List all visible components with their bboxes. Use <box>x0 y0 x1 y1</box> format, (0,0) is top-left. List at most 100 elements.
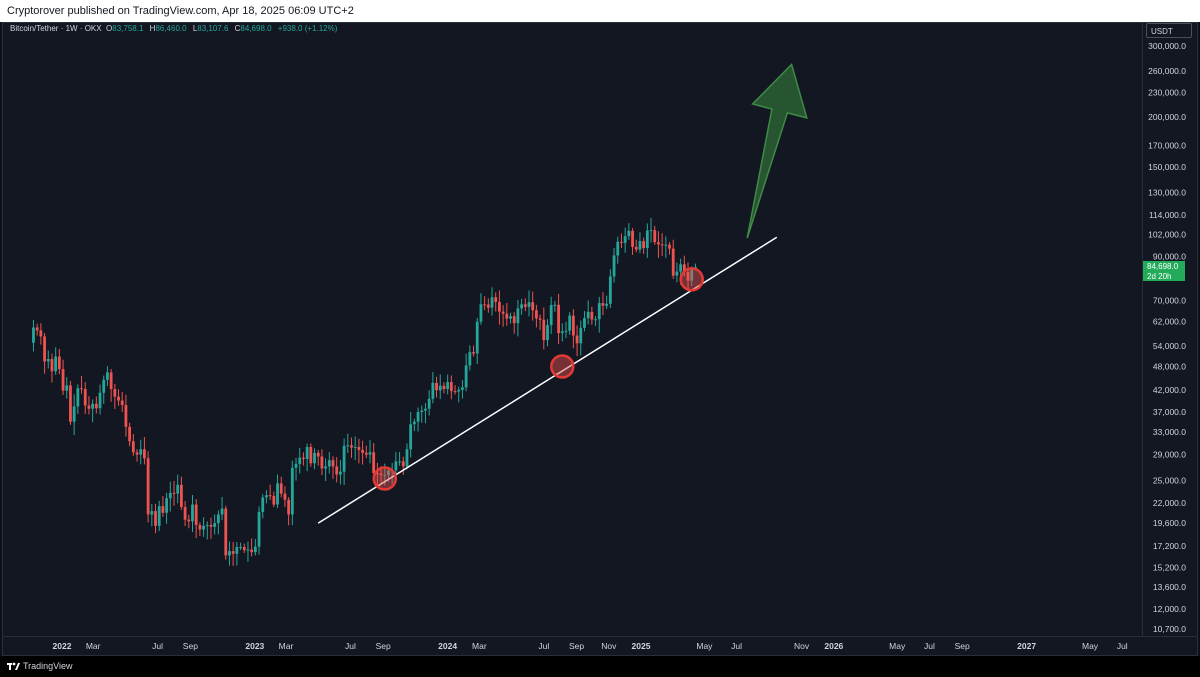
candle-body <box>605 303 609 306</box>
candle-body <box>298 457 302 464</box>
candle-body <box>261 497 265 512</box>
high-label: H <box>149 24 156 33</box>
candle <box>453 385 457 395</box>
candle <box>431 371 435 404</box>
candle <box>401 456 405 475</box>
price-tick-label: 19,600.0 <box>1153 518 1186 528</box>
candle <box>616 236 620 264</box>
time-tick-label: 2027 <box>1017 641 1036 651</box>
candle-body <box>32 327 35 343</box>
candle-body <box>398 461 401 463</box>
time-tick-label: Mar <box>472 641 487 651</box>
candle-body <box>427 398 431 409</box>
price-tick-label: 150,000.0 <box>1148 162 1186 172</box>
candle <box>57 348 61 375</box>
candle <box>660 233 664 256</box>
candle <box>368 439 372 464</box>
candle-body <box>69 385 72 422</box>
candle-body <box>216 514 220 524</box>
candle-body <box>387 470 390 476</box>
symbol-legend[interactable]: Bitcoin/Tether · 1W · OKX O83,758.1 H86,… <box>10 24 337 33</box>
candle-body <box>612 255 616 277</box>
candle <box>257 506 261 555</box>
symbol-title[interactable]: Bitcoin/Tether · 1W · OKX <box>10 24 102 33</box>
candle-body <box>642 241 646 249</box>
candle-body <box>553 304 557 306</box>
drawings <box>317 62 808 524</box>
price-tick-label: 12,000.0 <box>1153 604 1186 614</box>
candle-body <box>124 405 128 427</box>
candle <box>102 375 106 404</box>
tradingview-logo-icon <box>7 662 20 670</box>
price-axis[interactable]: 300,000.0 260,000.0 230,000.0 200,000.0 170,… <box>1148 41 1186 634</box>
candle-body <box>113 389 117 397</box>
candle-body <box>679 264 683 272</box>
candle-body <box>649 230 653 232</box>
candle-body <box>239 547 242 549</box>
candle <box>638 232 642 254</box>
candle-body <box>394 461 398 471</box>
candle <box>498 290 501 325</box>
touch-point-marker <box>372 466 398 491</box>
candle <box>150 503 154 527</box>
candle-body <box>35 327 39 331</box>
candle <box>253 539 257 556</box>
candle-body <box>357 446 361 450</box>
candle <box>557 293 560 344</box>
candle-body <box>686 271 690 281</box>
candle-body <box>172 492 176 494</box>
currency-selector[interactable]: USDT <box>1146 23 1192 38</box>
candle-body <box>350 445 353 448</box>
candle-body <box>168 492 172 499</box>
candle <box>191 494 194 533</box>
candle-body <box>228 551 231 556</box>
candle <box>61 359 65 396</box>
candle-body <box>486 304 490 308</box>
candle <box>483 296 487 311</box>
candle <box>361 440 364 465</box>
candle <box>642 237 646 254</box>
candle <box>179 476 183 510</box>
close-label: C <box>234 24 241 33</box>
candle-body <box>416 412 420 422</box>
candle <box>442 382 446 394</box>
candle-body <box>80 388 83 390</box>
candle-body <box>250 549 254 553</box>
candle-body <box>660 244 664 246</box>
candle-body <box>235 547 239 554</box>
candle <box>216 510 220 535</box>
candle-body <box>594 319 597 321</box>
chart-pane[interactable] <box>2 22 1198 656</box>
candle-body <box>461 387 464 390</box>
candle <box>165 492 169 524</box>
price-tick-label: 13,600.0 <box>1153 582 1186 592</box>
candle-body <box>575 335 579 344</box>
candle <box>568 312 572 335</box>
candle-body <box>198 524 202 530</box>
time-tick-label: Mar <box>279 641 294 651</box>
candle-body <box>583 318 586 328</box>
candle-body <box>61 369 65 391</box>
candle <box>309 443 313 467</box>
candle-body <box>438 385 442 391</box>
time-axis-border <box>2 636 1198 637</box>
candle <box>283 486 287 507</box>
candle-body <box>94 403 98 409</box>
candle-series <box>32 217 697 566</box>
candle <box>302 452 305 466</box>
candle <box>509 312 512 324</box>
candle-body <box>183 506 187 520</box>
candle-body <box>176 484 180 494</box>
candle <box>305 443 309 472</box>
high-value: 86,460.0 <box>155 24 187 33</box>
candle <box>549 296 553 334</box>
candle-body <box>557 304 560 334</box>
candle <box>83 382 87 415</box>
candle-body <box>401 461 405 467</box>
candle-body <box>309 446 313 464</box>
time-axis[interactable]: 2022 Mar Jul Sep 2023 Mar Jul Sep 2024 Mar Jul Sep N… <box>53 641 1128 651</box>
candle <box>631 228 634 255</box>
candle <box>586 300 590 325</box>
candle <box>657 231 660 258</box>
